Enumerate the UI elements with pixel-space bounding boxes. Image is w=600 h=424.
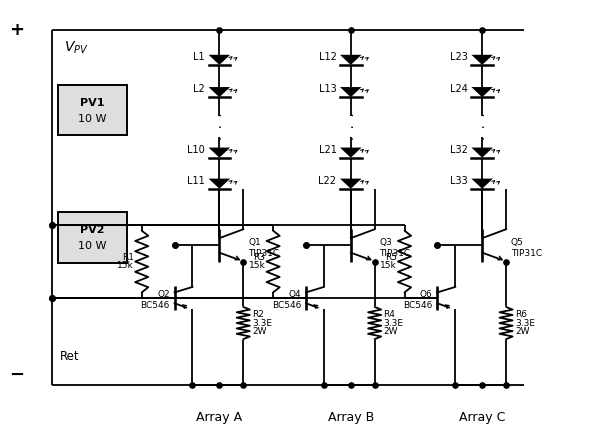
Polygon shape [209, 148, 230, 158]
Text: R2: R2 [252, 310, 264, 319]
Text: Array A: Array A [196, 411, 242, 424]
Text: PV2: PV2 [80, 225, 105, 235]
Polygon shape [472, 148, 493, 158]
Polygon shape [209, 179, 230, 189]
Text: 15k: 15k [380, 262, 397, 271]
Text: BC546: BC546 [140, 301, 170, 310]
Text: 15k: 15k [248, 262, 265, 271]
Polygon shape [472, 179, 493, 189]
Text: R1: R1 [122, 253, 134, 262]
Text: R6: R6 [515, 310, 527, 319]
Text: L2: L2 [193, 84, 205, 94]
Text: $V_{PV}$: $V_{PV}$ [64, 39, 89, 56]
Text: L32: L32 [450, 145, 468, 155]
Text: . . .: . . . [477, 112, 487, 141]
Text: R5: R5 [385, 253, 397, 262]
Text: L12: L12 [319, 52, 337, 62]
Text: 10 W: 10 W [78, 241, 107, 251]
Text: . . .: . . . [346, 112, 356, 141]
Polygon shape [340, 179, 362, 189]
Text: R3: R3 [253, 253, 265, 262]
Text: 3.3E: 3.3E [383, 318, 404, 328]
Text: 15k: 15k [117, 262, 134, 271]
Text: Q5: Q5 [511, 238, 524, 247]
Text: TIP31C: TIP31C [511, 249, 542, 258]
Text: 3.3E: 3.3E [515, 318, 535, 328]
Polygon shape [340, 55, 362, 65]
Text: L13: L13 [319, 84, 337, 94]
Text: 2W: 2W [515, 327, 530, 336]
Text: L10: L10 [187, 145, 205, 155]
Text: +: + [9, 21, 24, 39]
Bar [58, 212, 127, 262]
Text: 3.3E: 3.3E [252, 318, 272, 328]
Polygon shape [340, 148, 362, 158]
Text: L24: L24 [450, 84, 468, 94]
Text: Q6: Q6 [420, 290, 433, 299]
Text: Q1: Q1 [248, 238, 261, 247]
Polygon shape [472, 87, 493, 97]
Text: Ret: Ret [60, 350, 80, 363]
Text: 2W: 2W [252, 327, 267, 336]
Text: . . .: . . . [214, 112, 224, 141]
Polygon shape [472, 55, 493, 65]
Bar [58, 85, 127, 136]
Text: TIP31C: TIP31C [248, 249, 279, 258]
Text: L23: L23 [450, 52, 468, 62]
Text: TIP31C: TIP31C [379, 249, 410, 258]
Polygon shape [340, 87, 362, 97]
Text: PV1: PV1 [80, 98, 105, 108]
Text: Q2: Q2 [157, 290, 170, 299]
Polygon shape [209, 55, 230, 65]
Polygon shape [209, 87, 230, 97]
Text: L1: L1 [193, 52, 205, 62]
Text: L11: L11 [187, 176, 205, 186]
Text: L22: L22 [319, 176, 337, 186]
Text: L21: L21 [319, 145, 337, 155]
Text: Q4: Q4 [289, 290, 301, 299]
Text: Q3: Q3 [379, 238, 392, 247]
Text: Array B: Array B [328, 411, 374, 424]
Text: L33: L33 [450, 176, 468, 186]
Text: BC546: BC546 [403, 301, 433, 310]
Text: 10 W: 10 W [78, 114, 107, 124]
Text: 2W: 2W [383, 327, 398, 336]
Text: BC546: BC546 [272, 301, 301, 310]
Text: −: − [9, 365, 24, 383]
Text: Array C: Array C [459, 411, 505, 424]
Text: R4: R4 [383, 310, 395, 319]
